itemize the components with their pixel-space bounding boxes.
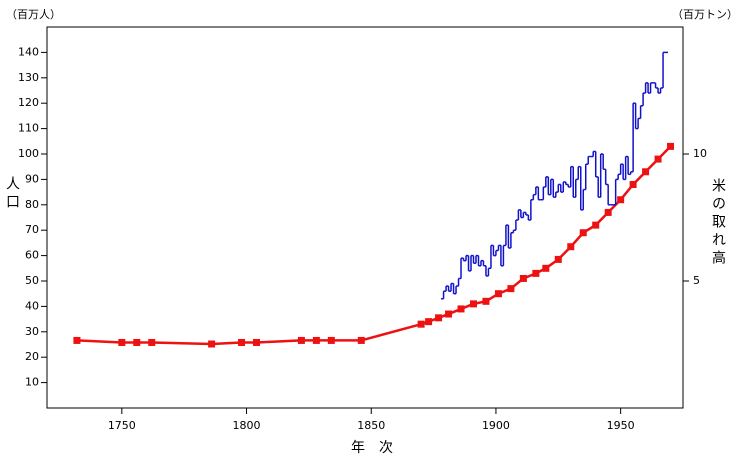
marker [542,264,550,272]
y-tick-label: 140 [18,45,39,58]
y2-axis-title: 米の取れ高 [710,178,726,268]
y2-tick-label: 10 [693,147,707,160]
marker [592,221,600,229]
x-tick-label: 1950 [607,419,635,432]
marker [617,196,625,204]
y-tick-label: 120 [18,96,39,109]
y-tick-label: 10 [25,376,39,389]
y-tick-label: 100 [18,147,39,160]
y-tick-label: 90 [25,172,39,185]
marker [667,142,675,150]
y-tick-label: 80 [25,198,39,211]
marker [579,229,587,237]
y-tick-label: 60 [25,249,39,262]
y-tick-label: 20 [25,350,39,363]
marker [297,336,305,344]
marker [417,320,425,328]
y-tick-label: 110 [18,122,39,135]
marker [312,336,320,344]
marker [133,338,141,346]
marker [567,243,575,251]
marker [532,269,540,277]
y-tick-label: 50 [25,274,39,287]
x-axis-title: 年 次 [351,440,393,456]
y2-unit: （百万トン） [672,8,737,21]
marker [519,274,527,282]
y-tick-label: 130 [18,71,39,84]
marker [654,155,662,163]
marker [482,297,490,305]
marker [327,336,335,344]
marker [357,336,365,344]
marker [629,180,637,188]
marker [554,255,562,263]
x-tick-label: 1750 [108,419,136,432]
x-tick-label: 1850 [357,419,385,432]
marker [208,340,216,348]
marker [435,314,443,322]
marker [445,310,453,318]
marker [604,208,612,216]
x-tick-label: 1800 [233,419,261,432]
marker [494,290,502,298]
y-unit: （百万人） [6,8,61,21]
marker [238,338,246,346]
x-tick-label: 1900 [482,419,510,432]
marker [148,338,156,346]
marker [457,305,465,313]
y2-tick-label: 5 [693,274,700,287]
y-axis-title: 人口 [4,176,20,212]
marker [253,338,261,346]
marker [507,285,515,293]
marker [118,338,126,346]
plot-frame [46,26,684,409]
marker [469,300,477,308]
marker [642,168,650,176]
marker [425,318,433,326]
y-tick-label: 30 [25,325,39,338]
marker [73,336,81,344]
y-tick-label: 40 [25,299,39,312]
y-tick-label: 70 [25,223,39,236]
